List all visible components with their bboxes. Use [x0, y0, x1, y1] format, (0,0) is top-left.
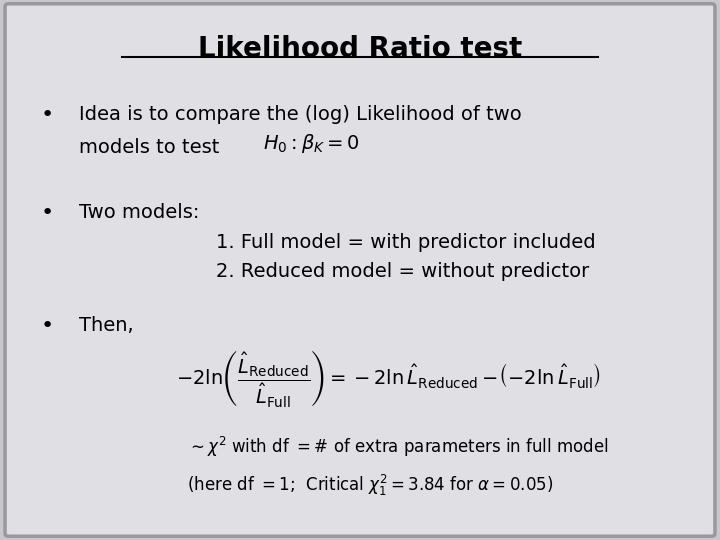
Text: (here df $= 1$;  Critical $\chi_1^2 = 3.84$ for $\alpha = 0.05$): (here df $= 1$; Critical $\chi_1^2 = 3.8… [187, 472, 554, 497]
Text: 1. Full model = with predictor included: 1. Full model = with predictor included [216, 233, 595, 252]
Text: $H_0 : \beta_K = 0$: $H_0 : \beta_K = 0$ [263, 132, 360, 156]
Text: $\sim \chi^2$ with df $= \#$ of extra parameters in full model: $\sim \chi^2$ with df $= \#$ of extra pa… [187, 435, 609, 459]
Text: Then,: Then, [79, 316, 134, 335]
Text: $-2\ln\!\left(\dfrac{\hat{L}_{\mathrm{Reduced}}}{\hat{L}_{\mathrm{Full}}}\right): $-2\ln\!\left(\dfrac{\hat{L}_{\mathrm{Re… [176, 348, 601, 409]
Text: •: • [40, 316, 53, 336]
Text: 2. Reduced model = without predictor: 2. Reduced model = without predictor [216, 262, 589, 281]
Text: Likelihood Ratio test: Likelihood Ratio test [198, 35, 522, 63]
FancyBboxPatch shape [5, 4, 715, 536]
Text: Idea is to compare the (log) Likelihood of two: Idea is to compare the (log) Likelihood … [79, 105, 522, 124]
Text: Two models:: Two models: [79, 202, 199, 221]
Text: •: • [40, 105, 53, 125]
Text: models to test: models to test [79, 138, 220, 157]
Text: •: • [40, 202, 53, 222]
